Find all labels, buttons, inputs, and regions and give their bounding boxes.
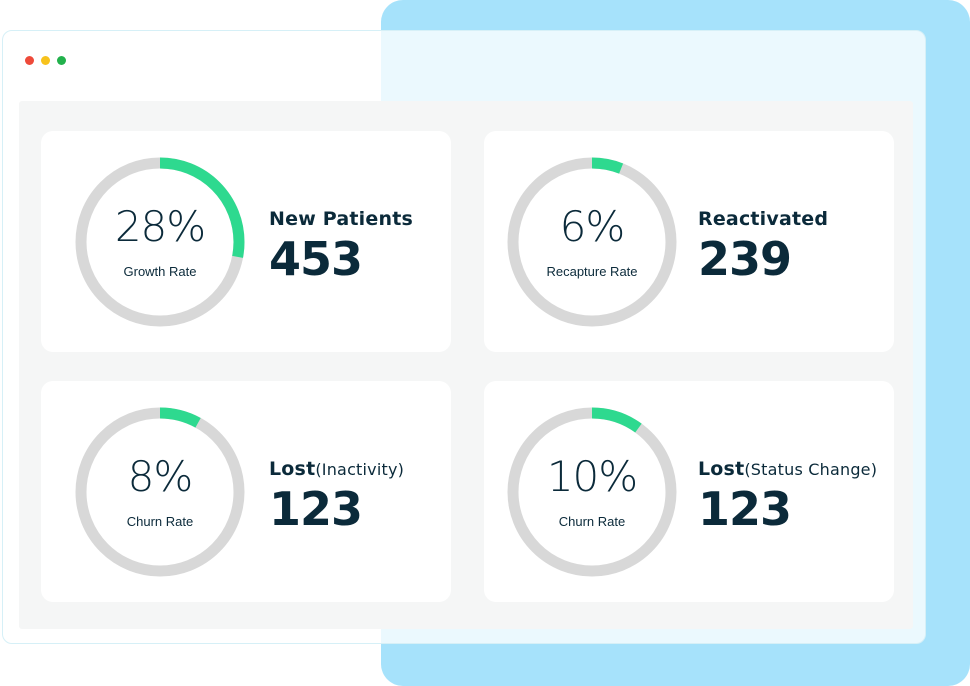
metric-info: Lost(Inactivity) 123 xyxy=(269,458,404,532)
metric-label: Lost(Inactivity) xyxy=(269,458,405,480)
progress-ring: 28% Growth Rate xyxy=(74,156,246,328)
rate-label: Recapture Rate xyxy=(546,264,638,279)
ring-chart xyxy=(507,407,677,577)
metric-info: Reactivated 239 xyxy=(698,208,828,282)
metric-label: New Patients xyxy=(269,208,413,230)
metric-value: 239 xyxy=(698,232,792,286)
metric-card-new-patients: 28% Growth Rate New Patients 453 xyxy=(41,131,451,352)
metric-label: Lost(Status Change) xyxy=(698,458,878,480)
percent-value: 10% xyxy=(546,452,638,501)
ring-progress-arc xyxy=(75,157,245,327)
rate-label: Churn Rate xyxy=(126,514,194,529)
rate-label: Churn Rate xyxy=(558,514,626,529)
metric-info: Lost(Status Change) 123 xyxy=(698,458,877,532)
rate-label: Growth Rate xyxy=(123,264,197,279)
percent-value: 28% xyxy=(114,202,206,251)
progress-ring: 6% Recapture Rate xyxy=(506,156,678,328)
ring-progress-arc xyxy=(507,407,677,577)
percent-value: 8% xyxy=(127,452,194,501)
progress-ring: 10% Churn Rate xyxy=(506,406,678,578)
metric-value: 123 xyxy=(269,482,363,536)
metric-card-lost-inactivity: 8% Churn Rate Lost(Inactivity) 123 xyxy=(41,381,451,602)
progress-ring: 8% Churn Rate xyxy=(74,406,246,578)
ring-chart xyxy=(75,157,245,327)
dashboard-content: 28% Growth Rate New Patients 453 6% Reca… xyxy=(19,101,913,629)
metric-label: Reactivated xyxy=(698,208,829,230)
close-window-dot[interactable] xyxy=(25,56,34,65)
metric-value: 453 xyxy=(269,232,363,286)
percent-value: 6% xyxy=(559,202,626,251)
ring-chart xyxy=(75,407,245,577)
maximize-window-dot[interactable] xyxy=(57,56,66,65)
metric-info: New Patients 453 xyxy=(269,208,413,282)
metric-card-reactivated: 6% Recapture Rate Reactivated 239 xyxy=(484,131,894,352)
metric-card-lost-status-change: 10% Churn Rate Lost(Status Change) 123 xyxy=(484,381,894,602)
window-controls xyxy=(25,56,66,65)
ring-progress-arc xyxy=(507,157,677,327)
minimize-window-dot[interactable] xyxy=(41,56,50,65)
ring-progress-arc xyxy=(75,407,245,577)
app-window: 28% Growth Rate New Patients 453 6% Reca… xyxy=(2,30,926,644)
metric-value: 123 xyxy=(698,482,792,536)
ring-chart xyxy=(507,157,677,327)
